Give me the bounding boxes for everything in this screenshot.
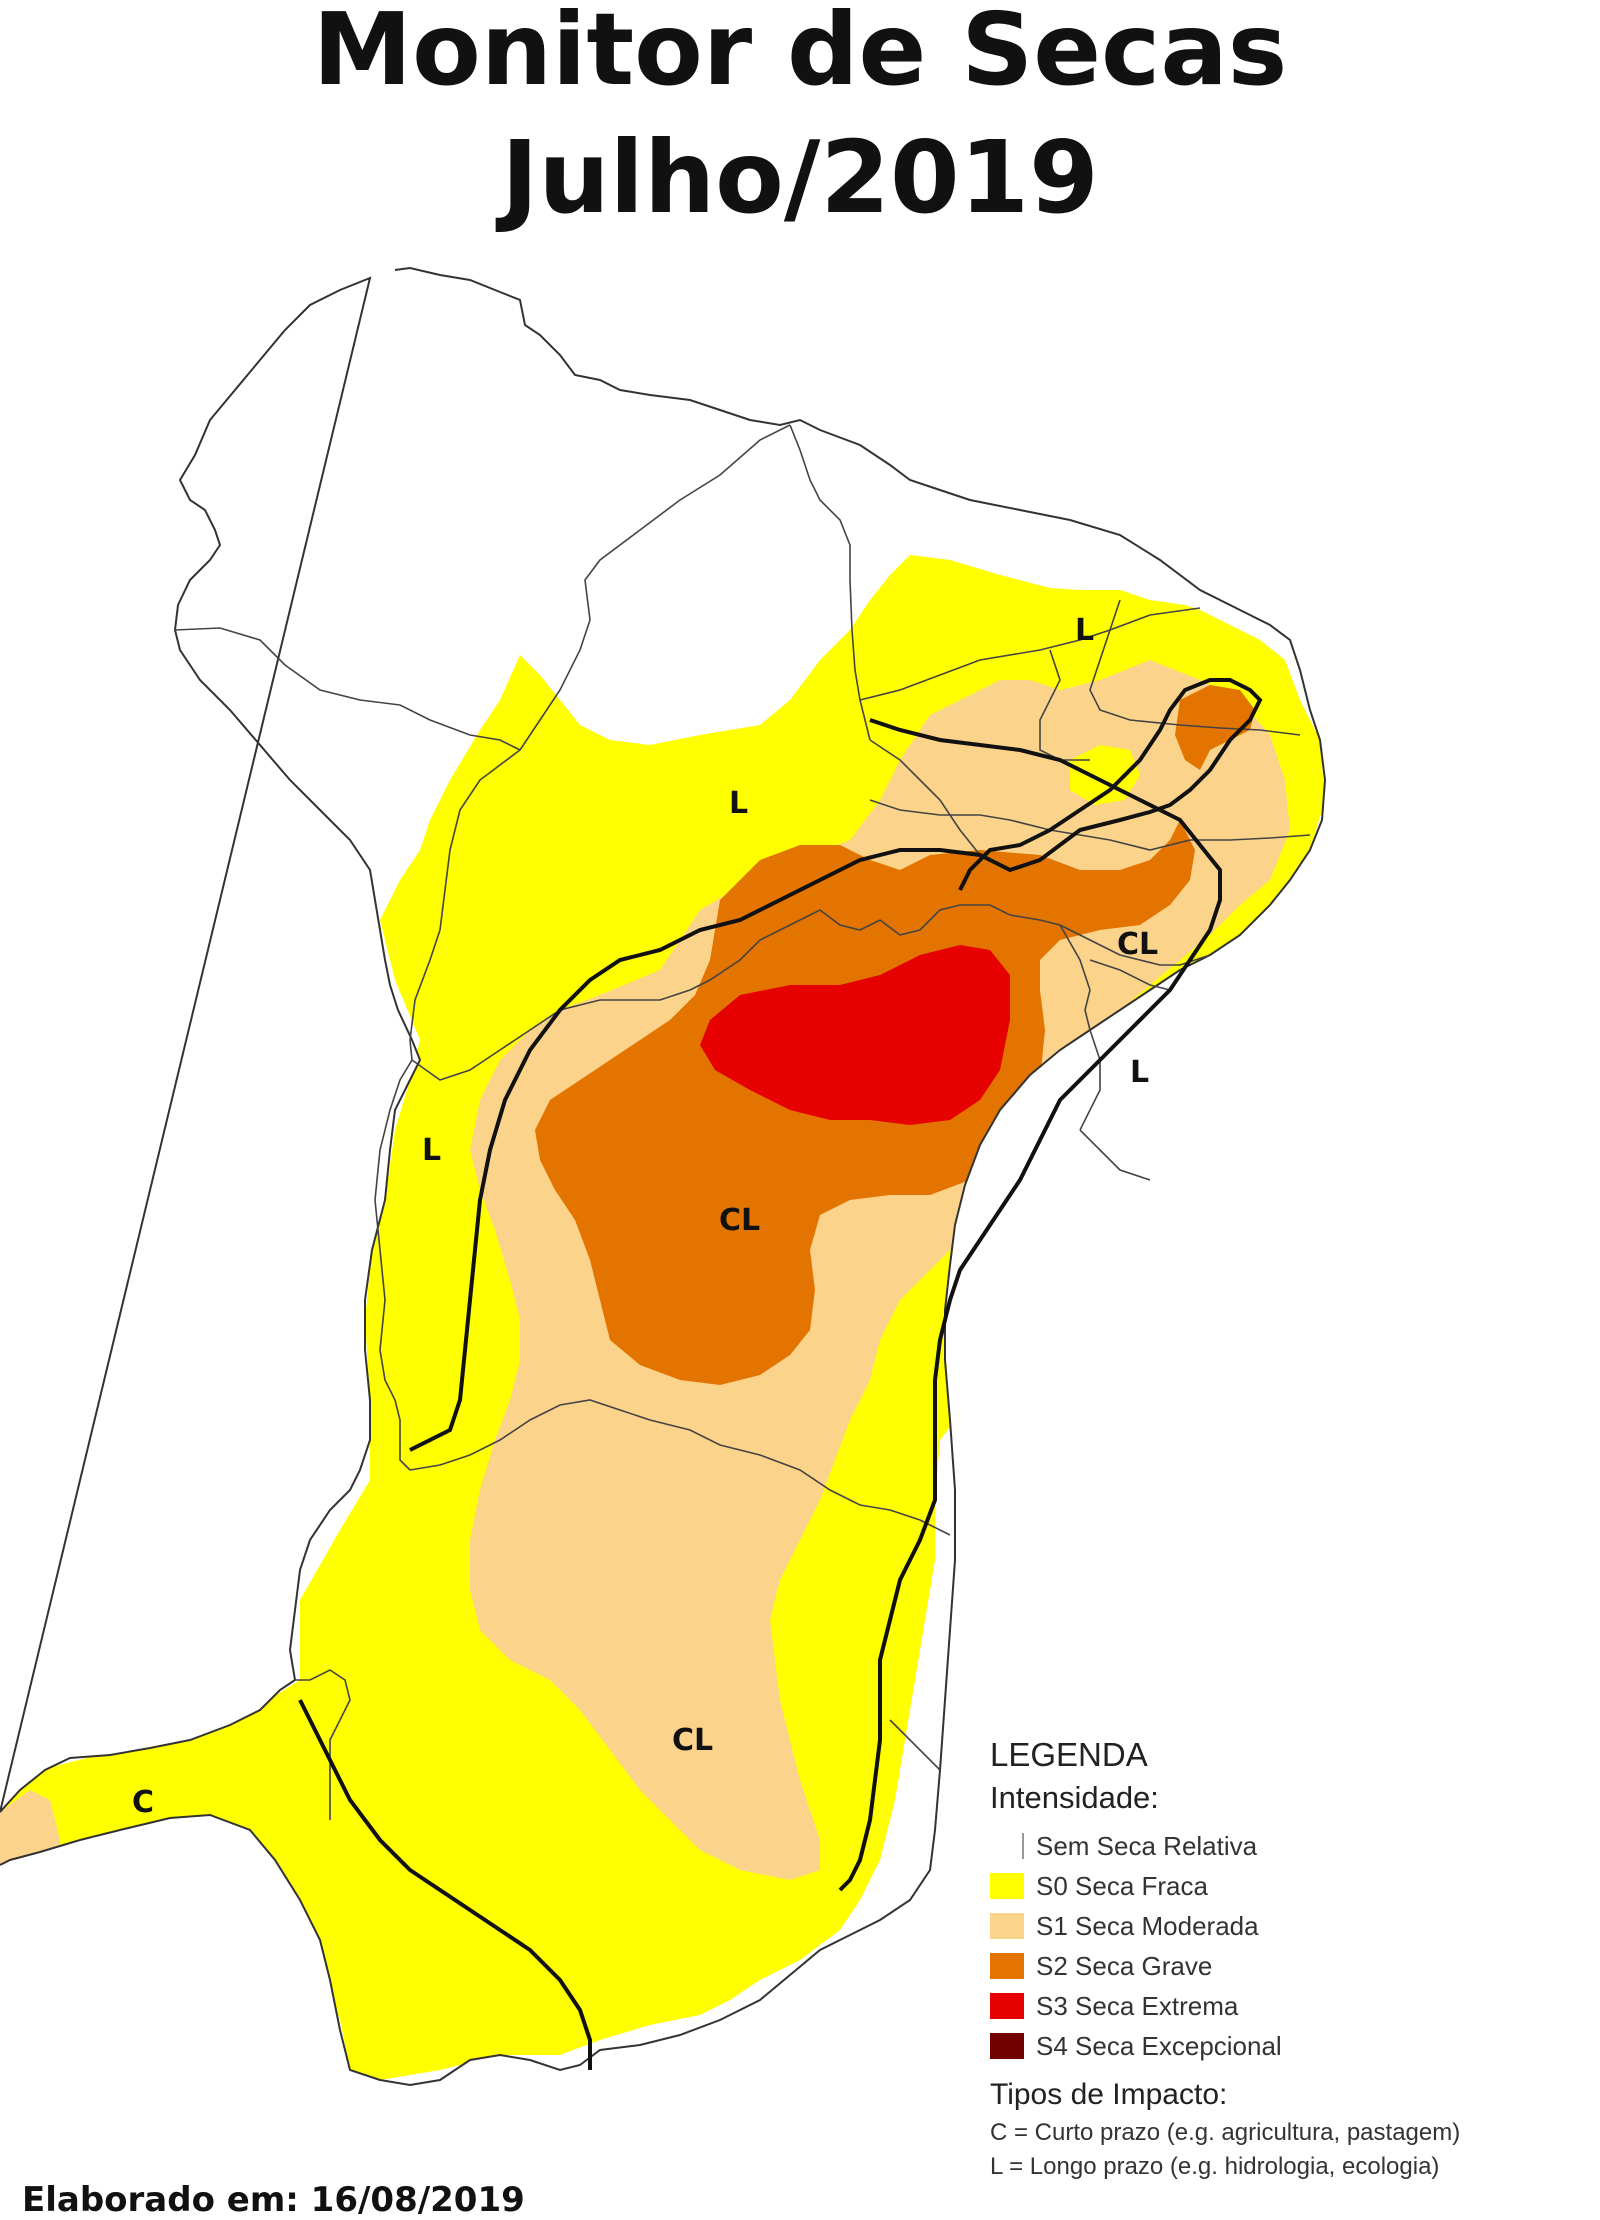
- legend-swatch: [990, 1953, 1024, 1979]
- label-cl-south: CL: [672, 1723, 713, 1758]
- legend-item: S1 Seca Moderada: [990, 1906, 1590, 1946]
- legend-label: S1 Seca Moderada: [1036, 1910, 1259, 1941]
- legend-subtitle: Intensidade:: [990, 1780, 1159, 1815]
- label-cl-center: CL: [719, 1203, 760, 1238]
- legend-title: LEGENDA: [990, 1736, 1148, 1773]
- legend-swatch: [990, 1873, 1024, 1899]
- legend-label: S3 Seca Extrema: [1036, 1990, 1239, 2021]
- label-cl-east: CL: [1117, 927, 1158, 962]
- label-l-east: L: [1130, 1055, 1149, 1090]
- map-subtitle-date: Julho/2019: [501, 119, 1099, 236]
- impact-c: C = Curto prazo (e.g. agricultura, pasta…: [990, 2119, 1461, 2146]
- legend-label: Sem Seca Relativa: [1036, 1830, 1258, 1861]
- legend-item: S4 Seca Excepcional: [990, 2026, 1590, 2066]
- legend: LEGENDA Intensidade: Sem Seca Relativa S0…: [990, 1736, 1590, 2184]
- label-c-southwest: C: [132, 1785, 154, 1820]
- legend-swatch: [990, 1833, 1024, 1859]
- label-l-north: L: [1075, 613, 1094, 648]
- legend-item: S0 Seca Fraca: [990, 1866, 1590, 1906]
- legend-items: Sem Seca Relativa S0 Seca Fraca S1 Seca Mo…: [990, 1826, 1590, 2066]
- legend-label: S0 Seca Fraca: [1036, 1870, 1208, 1901]
- label-l-west: L: [422, 1133, 441, 1168]
- legend-label: S4 Seca Excepcional: [1036, 2030, 1282, 2061]
- legend-swatch: [990, 1993, 1024, 2019]
- legend-item: S2 Seca Grave: [990, 1946, 1590, 1986]
- label-l-central: L: [729, 786, 748, 821]
- legend-swatch: [990, 2033, 1024, 2059]
- impact-l: L = Longo prazo (e.g. hidrologia, ecolog…: [990, 2153, 1440, 2180]
- legend-label: S2 Seca Grave: [1036, 1950, 1213, 1981]
- map-title: Monitor de Secas: [312, 0, 1288, 108]
- legend-item: Sem Seca Relativa: [990, 1826, 1590, 1866]
- legend-swatch: [990, 1913, 1024, 1939]
- credit-date: Elaborado em: 16/08/2019: [22, 2180, 525, 2220]
- impact-title: Tipos de Impacto:: [990, 2078, 1228, 2111]
- legend-item: S3 Seca Extrema: [990, 1986, 1590, 2026]
